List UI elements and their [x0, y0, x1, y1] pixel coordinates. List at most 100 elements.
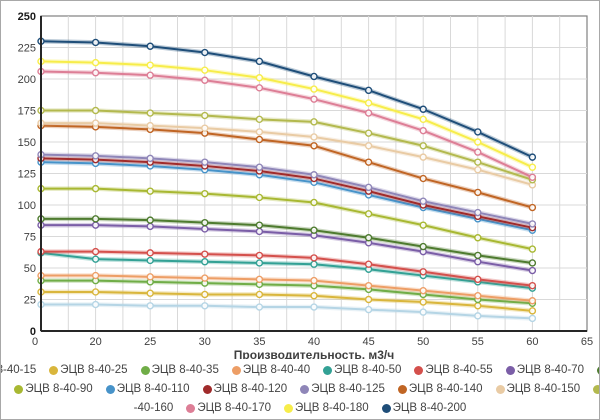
data-point-marker: [201, 66, 209, 74]
y-tick-label: 0: [30, 326, 36, 338]
legend-item: ЭЦВ 8-40-35: [140, 362, 219, 379]
data-point-marker: [201, 274, 209, 282]
legend-item-label: ЭЦВ 8-40-40: [242, 364, 311, 376]
data-point-marker: [255, 128, 264, 136]
series-line: [40, 40, 533, 159]
data-point-marker: [528, 281, 537, 290]
x-tick-label: 40: [308, 336, 320, 348]
data-point-marker: [310, 95, 318, 103]
data-point-marker: [364, 305, 373, 314]
data-point-marker: [201, 290, 209, 299]
series-line: [41, 109, 533, 181]
data-point-marker: [528, 203, 537, 212]
data-point-marker: [255, 303, 264, 311]
legend-marker-icon: [414, 366, 424, 375]
legend-row: 8-40-80 ЭЦВ 8-40-90 ЭЦВ 8-40-110 ЭЦВ 8-40-1…: [1, 381, 599, 398]
legend-item-label: ЭЦВ 8-40-25: [60, 364, 128, 376]
legend-marker-icon: [505, 366, 515, 375]
data-point-marker: [201, 48, 209, 57]
data-point-marker: [310, 72, 318, 81]
legend-item: ЭЦВ 8-40-110: [105, 381, 190, 398]
data-point-marker: [364, 281, 373, 290]
data-point-marker: [528, 163, 537, 171]
data-point-marker: [474, 275, 482, 284]
legend-marker-icon: [49, 366, 59, 375]
data-point-marker: [364, 234, 373, 242]
data-point-marker: [255, 251, 264, 260]
series-line: [40, 251, 533, 290]
legend-marker-icon: [140, 366, 150, 375]
data-point-marker: [310, 198, 318, 207]
legend-row: ЭЦВ 8-40-15 ЭЦВ 8-40-25 ЭЦВ 8-40-35 ЭЦВ 8-4…: [1, 362, 599, 379]
data-point-marker: [91, 119, 100, 127]
x-tick-label: 25: [144, 336, 156, 348]
x-tick-label: 65: [581, 336, 593, 348]
data-point-marker: [419, 242, 427, 251]
x-tick-label: 60: [526, 336, 538, 348]
legend-item-label: ЭЦВ 8-40-50: [334, 364, 402, 376]
data-point-marker: [146, 249, 154, 257]
legend-item: ЭЦВ 8-40-90: [14, 381, 93, 398]
legend-item-label: ЭЦВ 8-40-55: [425, 364, 493, 376]
series-line: [41, 224, 533, 272]
data-point-marker: [310, 292, 318, 300]
y-tick-label: 225: [18, 43, 36, 55]
data-point-marker: [310, 226, 318, 234]
series-line: [40, 70, 533, 179]
data-point-marker: [364, 86, 373, 95]
data-point-marker: [255, 74, 264, 82]
data-point-marker: [91, 38, 100, 47]
legend-marker-icon: [283, 404, 293, 413]
legend-item: ЭЦВ 8-40-70: [505, 362, 584, 379]
data-point-marker: [419, 197, 427, 205]
data-point-marker: [364, 295, 373, 304]
legend-marker-icon: [105, 385, 115, 394]
legend-marker-icon: [202, 385, 212, 394]
data-point-marker: [419, 115, 427, 124]
data-point-marker: [91, 106, 100, 115]
data-point-marker: [474, 258, 482, 266]
legend-item-label: -40-160: [133, 402, 174, 414]
data-point-marker: [310, 133, 318, 141]
x-tick-label: 45: [362, 336, 374, 348]
legend-item-label: ЭЦВ 8-40-200: [392, 402, 467, 414]
data-point-marker: [364, 260, 373, 268]
data-point-marker: [528, 173, 537, 181]
data-point-marker: [146, 273, 154, 281]
data-point-marker: [91, 300, 100, 309]
legend-item: ЭЦВ 8-40-170: [186, 400, 271, 417]
x-tick-label: 55: [472, 336, 484, 348]
data-point-marker: [255, 163, 264, 171]
legend-item: ЭЦВ 8-40-25: [49, 362, 128, 379]
data-point-marker: [364, 183, 373, 192]
data-point-marker: [146, 289, 154, 297]
legend-marker-icon: [381, 404, 391, 413]
data-point-marker: [201, 111, 209, 120]
legend-item: 8-40-80: [1, 381, 2, 398]
data-point-marker: [91, 152, 100, 160]
data-point-marker: [364, 210, 373, 218]
x-tick-label: 35: [253, 336, 265, 348]
series-line: [41, 122, 533, 186]
legend-item: ЭЦВ 8-40-140: [397, 381, 483, 398]
y-tick-label: 250: [18, 11, 36, 23]
data-point-marker: [146, 302, 154, 310]
data-point-marker: [146, 109, 154, 117]
data-point-marker: [146, 61, 154, 69]
data-point-marker: [146, 187, 154, 195]
data-point-marker: [528, 307, 537, 315]
data-point-marker: [528, 259, 537, 267]
data-point-marker: [201, 258, 209, 266]
y-tick-label: 50: [24, 263, 36, 275]
data-point-marker: [201, 218, 209, 227]
y-tick-label: 75: [24, 232, 36, 244]
legend-item-label: ЭЦВ 8-40-110: [116, 383, 190, 395]
series-line: [40, 161, 533, 232]
data-point-marker: [474, 138, 482, 146]
data-point-marker: [474, 166, 482, 174]
data-point-marker: [419, 308, 427, 316]
legend-item: ЭЦВ 8-40-40: [231, 362, 311, 379]
data-point-marker: [146, 121, 154, 130]
legend-item: ЭЦВ 8-40-180: [283, 400, 369, 417]
legend-item: ЭЦВ 8-40-200: [381, 400, 467, 417]
